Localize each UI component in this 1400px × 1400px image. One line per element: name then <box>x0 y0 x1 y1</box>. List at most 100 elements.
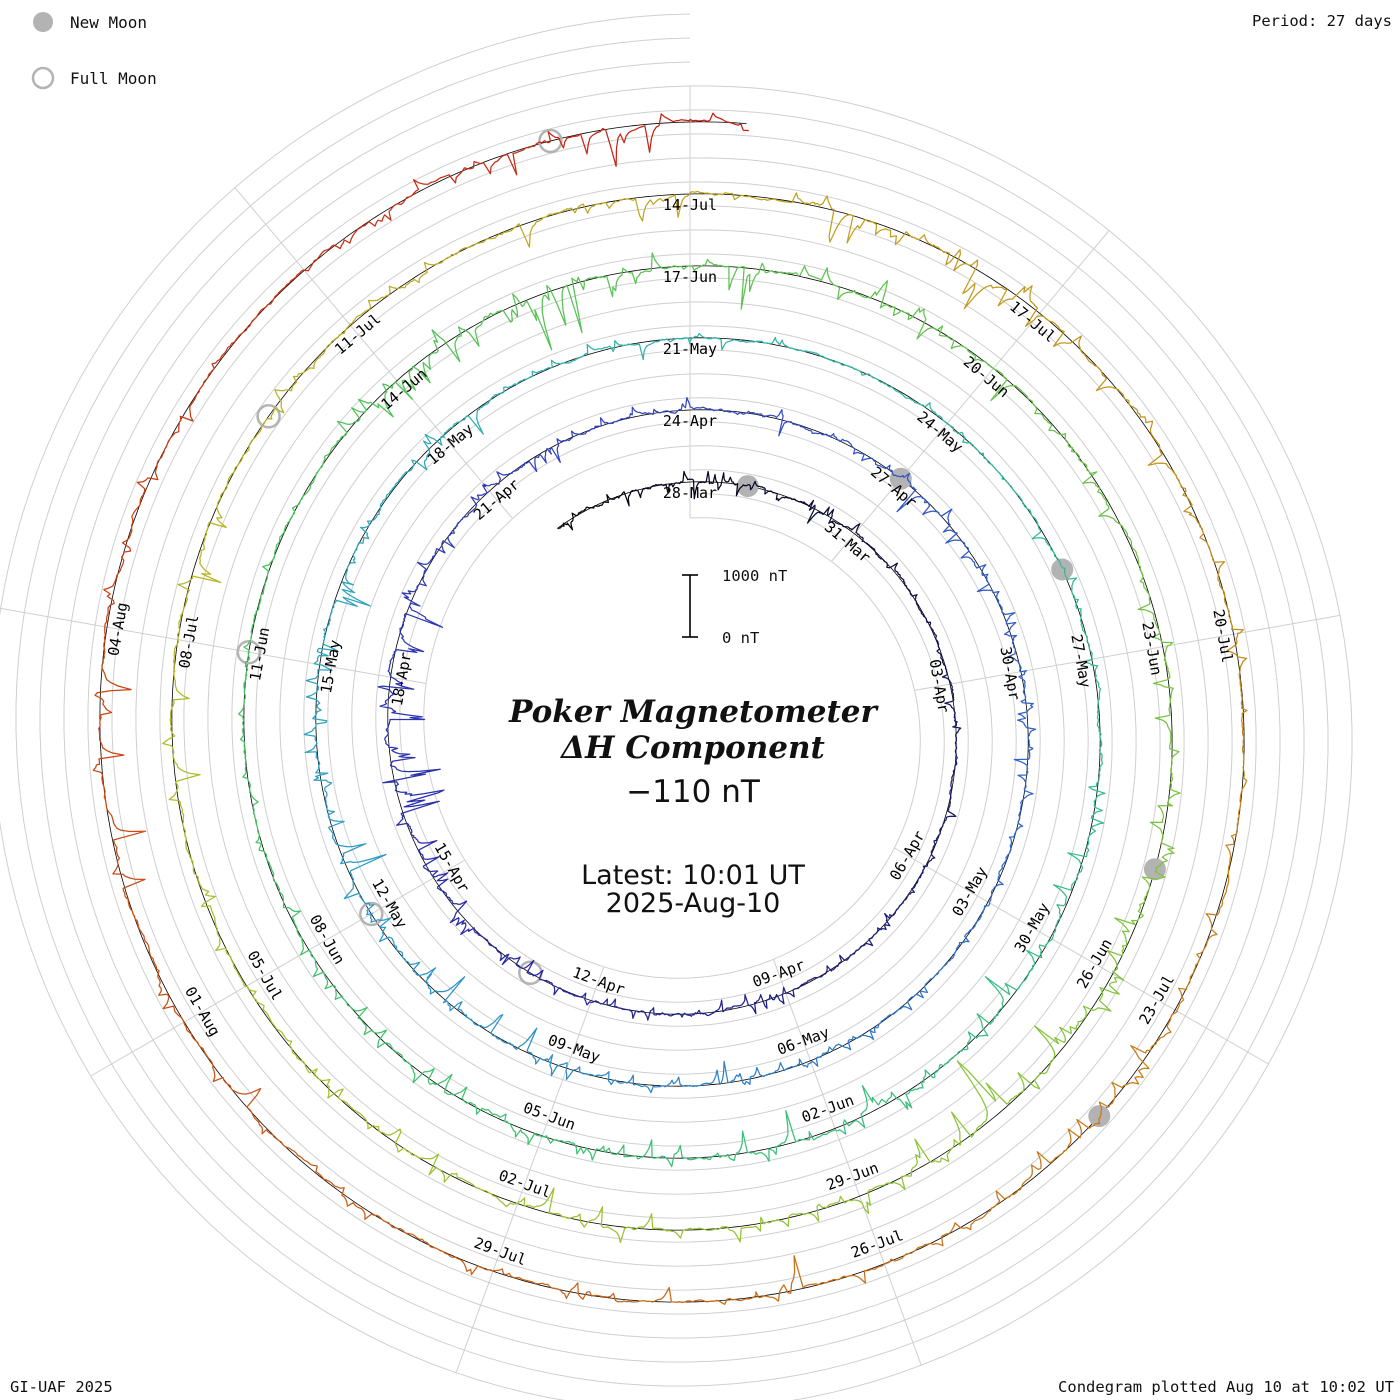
trace-segment <box>689 190 816 205</box>
date-label: 09-Apr <box>750 956 807 991</box>
trace-segment <box>547 113 691 167</box>
trace-segment <box>529 969 592 1006</box>
trace-segment <box>1069 446 1132 541</box>
grid-arc <box>255 277 1089 1147</box>
date-label: 02-Jun <box>799 1091 856 1126</box>
trace-segment <box>395 815 440 878</box>
trace-segment <box>183 1022 267 1135</box>
date-label: 15-May <box>317 638 344 694</box>
trace-segment <box>1016 670 1037 751</box>
trace-segment <box>515 343 600 386</box>
grid-spoke <box>455 966 605 1373</box>
trace-segment <box>803 499 861 532</box>
date-label: 21-May <box>663 340 717 358</box>
current-value: −110 nT <box>626 774 761 810</box>
date-label: 08-Jun <box>306 912 349 968</box>
trace-segment <box>899 307 994 369</box>
trace-segment <box>948 744 958 808</box>
date-label: 30-Apr <box>996 645 1023 701</box>
trace-segment <box>412 140 551 190</box>
trace-segment <box>209 269 305 374</box>
grid-arc <box>0 13 1353 1400</box>
trace-segment <box>623 1286 757 1305</box>
trace-segment <box>1128 402 1193 515</box>
chart-title-line2: ΔH Component <box>559 730 825 766</box>
trace-segment <box>896 472 956 534</box>
full-moon-marker <box>236 639 262 665</box>
trace-segment <box>888 865 927 919</box>
trace-segment <box>345 501 384 586</box>
new-moon-legend-icon <box>33 12 53 32</box>
trace-segment <box>482 447 553 488</box>
plotted-label: Condegram plotted Aug 10 at 10:02 UT <box>1058 1378 1394 1396</box>
trace-segment <box>990 367 1071 448</box>
grid-arc <box>351 373 993 1051</box>
date-label: 14-Jul <box>663 196 717 214</box>
trace-segment <box>867 373 948 424</box>
trace-segment <box>945 531 1000 598</box>
trace-segment <box>995 1116 1102 1200</box>
period-label: Period: 27 days <box>1252 12 1392 30</box>
trace-segment <box>197 877 248 988</box>
new-moon-legend-label: New Moon <box>70 13 147 32</box>
trace-segment <box>303 189 419 272</box>
date-label: 20-Jul <box>1209 608 1236 664</box>
trace-segment <box>781 339 869 376</box>
center-annotations: Poker Magnetometer ΔH Component −110 nT … <box>508 694 879 919</box>
grid-arc <box>63 85 1281 1339</box>
grid-arc <box>87 109 1257 1315</box>
trace-segment <box>518 1187 633 1244</box>
full-moon-marker <box>359 901 384 927</box>
new-moon-marker <box>889 467 912 490</box>
baseline-spiral <box>99 121 1245 1303</box>
scale-top-label: 1000 nT <box>722 567 787 585</box>
trace-segment <box>401 544 446 613</box>
trace-segment <box>631 1213 749 1243</box>
trace-segment <box>136 372 211 495</box>
date-label: 05-Jul <box>243 948 286 1004</box>
trace-segment <box>1012 488 1065 570</box>
trace-segment <box>103 493 145 628</box>
trace-segment <box>995 596 1022 673</box>
polar-grid <box>0 13 1353 1400</box>
trace-segment <box>738 1109 837 1162</box>
trace-segment <box>323 381 414 459</box>
trace-segment <box>755 1255 885 1302</box>
date-label: 28-Mar <box>663 484 717 502</box>
trace-segment <box>814 195 934 247</box>
trace-segment <box>881 967 944 1022</box>
trace-segment <box>557 511 581 531</box>
trace-segment <box>921 1013 996 1083</box>
trace-segment <box>932 244 1039 327</box>
trace-segment <box>436 872 477 936</box>
trace-segment <box>730 1058 812 1086</box>
grid-spoke <box>234 187 513 519</box>
trace-segment <box>748 1195 865 1232</box>
trace-segment <box>583 252 691 298</box>
trace-segment <box>946 422 1014 490</box>
grid-spoke <box>914 614 1341 691</box>
trace-segment <box>176 522 222 641</box>
trace-segment <box>308 949 373 1036</box>
trace-segment <box>410 1153 519 1208</box>
trace-segment <box>274 458 326 552</box>
grid-arc <box>135 157 1209 1267</box>
trace-segment <box>381 433 445 502</box>
trace-segment <box>884 1197 1001 1265</box>
trace-segment <box>722 986 787 1015</box>
trace-segment <box>1188 513 1245 634</box>
date-label: 11-Jun <box>246 626 273 682</box>
trace-segment <box>387 611 444 679</box>
trace-segment <box>839 912 891 961</box>
new-moon-marker <box>1088 1105 1111 1128</box>
trace-segment <box>944 683 962 746</box>
trace-segment <box>331 836 387 916</box>
trace-segment <box>689 112 749 132</box>
grid-spoke <box>90 859 466 1077</box>
trace-segment <box>1086 753 1106 850</box>
trace-segment <box>616 396 691 423</box>
trace-segment <box>168 759 201 878</box>
full-moon-legend-icon <box>31 66 55 90</box>
